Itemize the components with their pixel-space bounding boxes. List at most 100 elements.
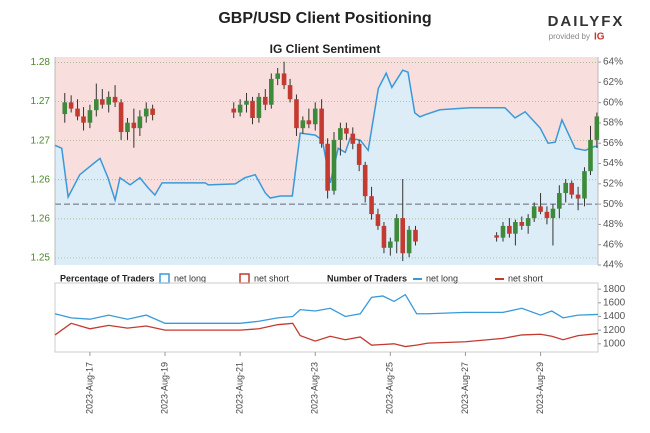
y-tick-label: 1.27	[31, 96, 51, 107]
y-tick-label: 1.26	[31, 174, 51, 185]
candle-body	[106, 96, 111, 105]
candle-body	[500, 225, 506, 238]
x-tick-label: 2023-Aug-25	[385, 362, 395, 414]
candle-body	[569, 182, 575, 195]
legend-label: net short	[508, 273, 544, 283]
y2-tick-label: 48%	[603, 219, 623, 230]
candle-body	[100, 99, 105, 105]
candle-body	[319, 108, 324, 144]
y2-tick-label: 52%	[603, 178, 623, 189]
candle-body	[513, 221, 518, 234]
candle-body	[87, 110, 93, 123]
candle-body	[143, 108, 149, 117]
candle-body	[538, 206, 543, 212]
candle-body	[250, 100, 255, 118]
candle-body	[237, 104, 243, 113]
candle-body	[231, 108, 237, 113]
y-tick-label: 1600	[603, 297, 626, 308]
x-tick-label: 2023-Aug-17	[84, 362, 94, 414]
candle-body	[362, 164, 368, 197]
y-tick-label: 1.25	[31, 253, 51, 264]
candle-body	[557, 193, 562, 209]
candle-body	[519, 221, 525, 226]
candle-body	[525, 218, 531, 226]
legend-title: Number of Traders	[327, 273, 407, 283]
candle-body	[507, 225, 512, 234]
plot-frame	[54, 282, 599, 353]
legend-label: net short	[254, 273, 290, 283]
candle-body	[594, 116, 600, 140]
legend-swatch	[159, 273, 170, 284]
candle-body	[375, 214, 381, 226]
y-tick-label: 1800	[603, 284, 626, 295]
candle-body	[325, 143, 330, 191]
brand-logo: DAILYFX	[548, 13, 625, 30]
candle-body	[331, 139, 337, 191]
x-tick-label: 2023-Aug-27	[460, 362, 470, 414]
candle-body	[588, 139, 593, 172]
y-tick-label: 1400	[603, 311, 626, 322]
candle-body	[131, 122, 137, 129]
candle-body	[338, 128, 343, 140]
legend-title: Percentage of Traders	[60, 273, 155, 283]
candle-body	[262, 96, 268, 105]
candle-body	[381, 225, 387, 248]
candle-body	[406, 229, 412, 254]
y2-tick-label: 46%	[603, 239, 623, 250]
candle-body	[350, 133, 356, 144]
net-long-line	[54, 69, 599, 203]
candle-body	[75, 108, 80, 117]
net-short-area	[55, 57, 598, 201]
candle-body	[256, 96, 262, 118]
candle-body	[494, 235, 499, 238]
candle-body	[388, 241, 393, 248]
candle-body	[575, 194, 581, 199]
y-tick-label: 1000	[603, 338, 626, 349]
y2-tick-label: 60%	[603, 97, 623, 108]
x-tick-label: 2023-Aug-19	[159, 362, 169, 414]
candle-body	[268, 78, 274, 105]
candle-body	[244, 100, 249, 105]
candle-body	[300, 120, 306, 129]
candle-body	[150, 108, 155, 115]
candle-body	[369, 196, 374, 215]
candle-body	[312, 108, 318, 125]
candle-body	[62, 102, 68, 115]
y-tick-label: 1.28	[31, 57, 51, 68]
candle-body	[125, 122, 130, 133]
chart-subtitle: IG Client Sentiment	[270, 42, 381, 56]
candle-body	[544, 211, 550, 219]
x-tick-label: 2023-Aug-21	[235, 362, 245, 414]
candle-body	[394, 218, 400, 242]
candle-body	[550, 208, 556, 219]
x-tick-label: 2023-Aug-29	[535, 362, 545, 414]
legend-label: net long	[426, 273, 458, 283]
brand-ig: IG	[594, 32, 605, 43]
y-tick-label: 1.26	[31, 214, 51, 225]
y2-tick-label: 44%	[603, 260, 623, 271]
candle-body	[275, 73, 280, 79]
candle-body	[287, 85, 293, 100]
chart-title: GBP/USD Client Positioning	[218, 10, 431, 27]
candle-body	[112, 96, 118, 103]
candle-body	[68, 102, 74, 109]
legend-swatch	[239, 273, 250, 284]
candle-body	[306, 120, 312, 125]
candle-body	[118, 102, 124, 133]
y2-tick-label: 64%	[603, 57, 623, 68]
candle-body	[81, 116, 86, 123]
y2-tick-label: 58%	[603, 118, 623, 129]
candle-body	[400, 218, 406, 254]
y-tick-label: 1200	[603, 325, 626, 336]
candle-body	[582, 171, 587, 199]
candle-body	[294, 99, 299, 129]
x-tick-label: 2023-Aug-23	[310, 362, 320, 414]
candle-body	[356, 143, 362, 165]
brand-note: provided by	[549, 32, 590, 41]
candle-body	[94, 99, 99, 111]
y2-tick-label: 50%	[603, 199, 623, 210]
candle-body	[531, 206, 537, 219]
y-tick-label: 1.27	[31, 135, 51, 146]
candle-body	[563, 182, 569, 194]
